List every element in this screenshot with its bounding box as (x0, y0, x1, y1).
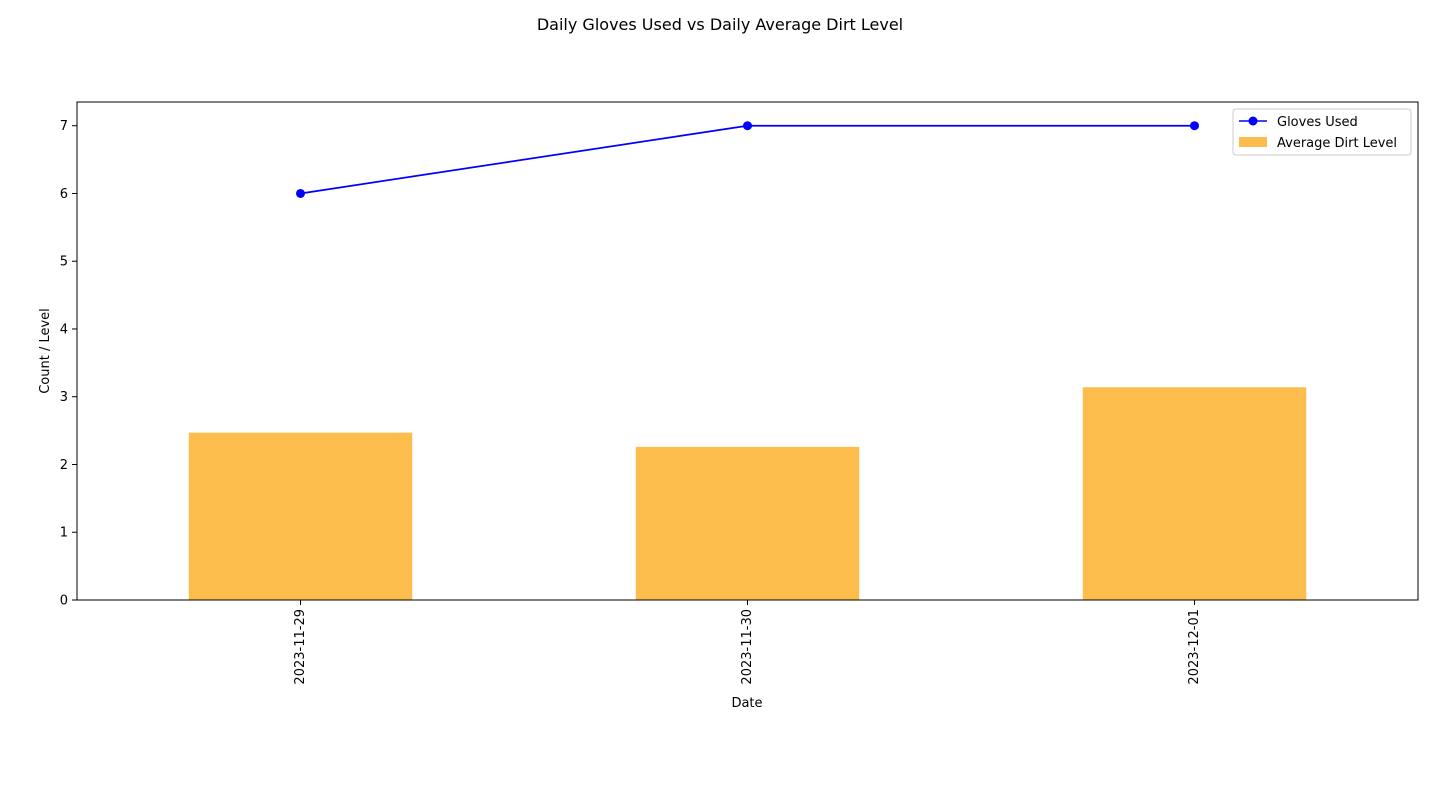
line-layer (296, 121, 1199, 198)
legend-bar-swatch (1239, 137, 1267, 147)
y-axis-label: Count / Level (38, 308, 53, 394)
legend-marker-swatch (1248, 116, 1258, 126)
legend-frame (1232, 108, 1412, 156)
y-tick-label: 7 (60, 119, 68, 134)
bar-average-dirt-level-2023-11-29 (188, 432, 413, 600)
x-tick-label-2023-12-01: 2023-12-01 (1187, 609, 1202, 685)
y-tick-label: 0 (60, 594, 68, 609)
legend: Gloves Used Average Dirt Level (1232, 108, 1412, 156)
bar-average-dirt-level-2023-11-30 (635, 446, 860, 600)
x-axis: 2023-11-29 2023-11-30 2023-12-01 (293, 600, 1202, 685)
point-gloves-used-2023-11-29 (296, 188, 305, 198)
chart-title: Daily Gloves Used vs Daily Average Dirt … (537, 15, 903, 34)
legend-entry-average-dirt-level: Average Dirt Level (1277, 136, 1397, 151)
y-tick-label: 2 (60, 458, 68, 473)
line-gloves-used (300, 124, 1195, 195)
y-tick-label: 3 (60, 390, 68, 405)
bar-average-dirt-level-2023-12-01 (1082, 387, 1307, 600)
y-tick-label: 5 (60, 255, 68, 270)
bars-layer (188, 387, 1307, 600)
x-tick-label-2023-11-30: 2023-11-30 (740, 609, 755, 685)
y-axis: 0 1 2 3 4 5 6 7 (60, 119, 77, 609)
y-tick-label: 1 (60, 526, 68, 541)
y-tick-label: 6 (60, 187, 68, 202)
point-gloves-used-2023-12-01 (1190, 121, 1199, 131)
point-gloves-used-2023-11-30 (743, 121, 752, 131)
y-tick-label: 4 (60, 322, 68, 337)
x-axis-label: Date (731, 696, 762, 711)
x-tick-label-2023-11-29: 2023-11-29 (293, 609, 308, 685)
legend-entry-gloves-used: Gloves Used (1277, 115, 1358, 130)
